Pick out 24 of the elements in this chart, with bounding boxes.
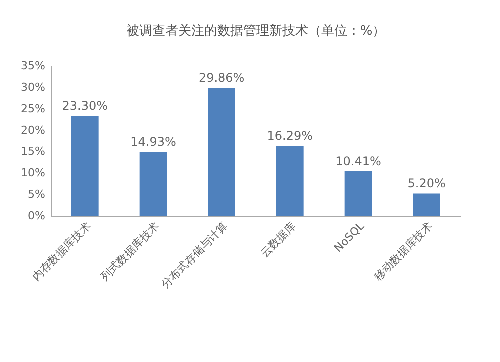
y-tick-label: 20%: [21, 124, 46, 137]
x-tick-label: 内存数据库技术: [30, 220, 94, 284]
x-tick-label: 云数据库: [258, 220, 299, 260]
y-tick-label: 10%: [21, 166, 46, 180]
data-label: 29.86%: [198, 71, 245, 86]
bar: [276, 146, 304, 216]
bar: [140, 152, 168, 216]
y-tick-label: 0%: [28, 210, 46, 222]
y-tick-label: 35%: [21, 60, 46, 72]
bar: [72, 116, 99, 216]
data-label: 5.20%: [408, 176, 446, 191]
data-label: 23.30%: [62, 99, 108, 114]
bar: [413, 194, 440, 216]
data-label: 10.41%: [336, 154, 382, 168]
y-tick-label: 5%: [28, 188, 46, 202]
y-tick-label: 15%: [21, 145, 46, 158]
chart-title: 被调查者关注的数据管理新技术（单位：%）: [126, 24, 386, 39]
y-tick-label: 25%: [21, 102, 46, 116]
bar: [344, 171, 372, 216]
data-label: 16.29%: [267, 129, 314, 144]
x-tick-label: 移动数据库技术: [372, 220, 436, 284]
data-label: 14.93%: [130, 135, 176, 150]
bar: [208, 88, 236, 216]
y-tick-label: 30%: [21, 80, 46, 94]
